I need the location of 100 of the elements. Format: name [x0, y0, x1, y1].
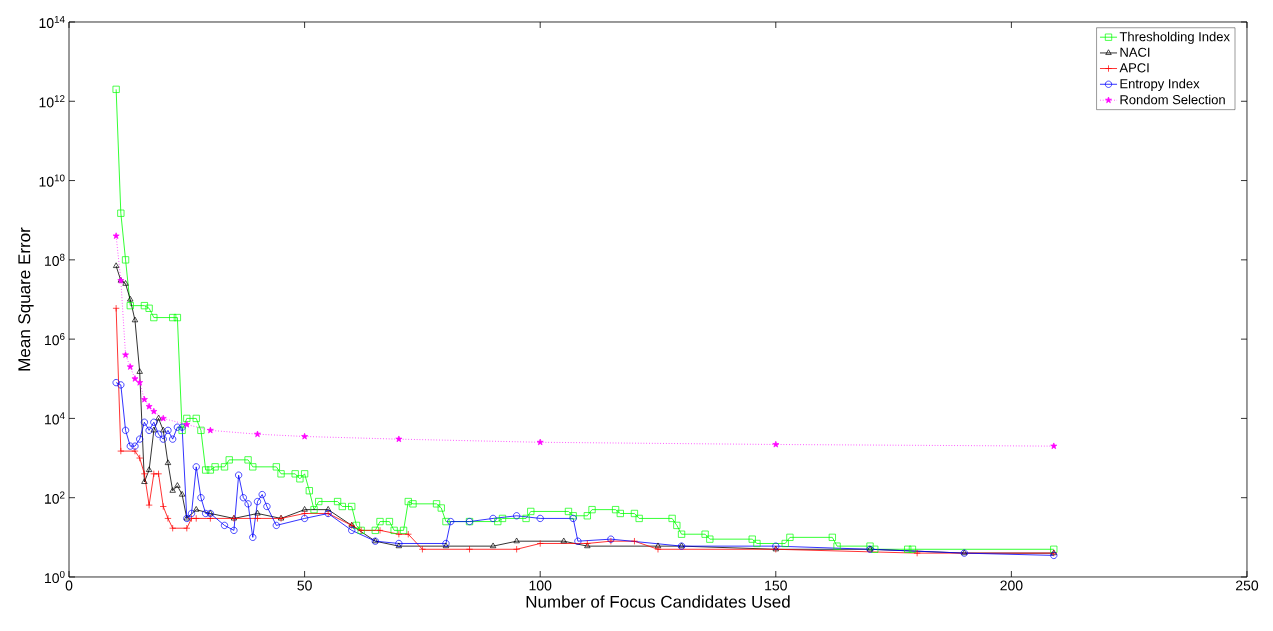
point — [489, 542, 497, 549]
point — [536, 438, 544, 446]
y-axis-title: Mean Square Error — [18, 227, 34, 371]
legend-label: Thresholding Index — [1119, 31, 1230, 44]
point — [263, 502, 271, 511]
point — [301, 514, 309, 522]
point — [159, 435, 167, 443]
point — [150, 426, 157, 433]
y-tick-label: 10$^{4}$ — [45, 412, 65, 425]
point — [150, 407, 158, 415]
point — [113, 262, 120, 268]
point — [560, 537, 567, 544]
point — [131, 316, 139, 323]
point — [136, 368, 143, 374]
point — [131, 442, 139, 450]
legend-label: NACI — [1120, 47, 1150, 57]
x-tick-label: 50 — [297, 580, 312, 591]
point — [465, 545, 474, 553]
point — [192, 463, 200, 471]
point — [418, 545, 426, 553]
point — [253, 514, 262, 522]
point — [145, 501, 153, 509]
point — [630, 537, 638, 545]
point — [122, 351, 129, 358]
point — [150, 418, 158, 426]
point — [574, 537, 582, 545]
point — [159, 414, 167, 422]
point — [395, 530, 403, 538]
point — [220, 521, 229, 529]
point — [244, 500, 252, 508]
point — [202, 509, 210, 518]
point — [192, 514, 200, 522]
legend-label: Rondom Selection — [1120, 94, 1225, 105]
y-tick-label: 10$^{8}$ — [45, 253, 65, 266]
point — [173, 423, 181, 431]
point — [376, 526, 384, 534]
point — [169, 435, 177, 443]
point — [536, 514, 544, 522]
point — [164, 459, 172, 465]
point — [117, 381, 125, 389]
point — [117, 447, 125, 455]
point — [1050, 442, 1058, 450]
legend-label: Entropy Index — [1120, 78, 1200, 91]
point — [160, 426, 167, 433]
point — [126, 442, 134, 450]
point — [513, 512, 521, 520]
point — [112, 379, 120, 387]
point — [913, 549, 921, 557]
point — [325, 506, 332, 512]
point — [155, 414, 162, 421]
point — [178, 491, 186, 497]
y-tick-label: 10$^{2}$ — [45, 491, 65, 504]
point — [197, 494, 205, 502]
x-tick-label: 0 — [65, 580, 73, 591]
y-tick-label: 10$^{0}$ — [45, 570, 65, 584]
point — [140, 470, 148, 478]
point — [164, 426, 172, 434]
x-tick-label: 250 — [1236, 580, 1259, 591]
point — [513, 537, 520, 544]
point — [513, 545, 521, 553]
point — [150, 470, 158, 478]
point — [254, 509, 261, 516]
point — [301, 509, 309, 518]
point — [254, 430, 261, 438]
point — [154, 470, 163, 478]
legend-label: APCI — [1119, 63, 1149, 73]
point — [404, 530, 412, 538]
point — [145, 402, 153, 410]
x-tick-label: 200 — [1000, 580, 1023, 591]
point — [174, 482, 181, 488]
y-tick-label: 10$^{12}$ — [39, 95, 65, 108]
point — [169, 487, 176, 493]
point — [136, 435, 144, 443]
point — [145, 466, 153, 472]
point — [122, 280, 129, 286]
point — [447, 518, 455, 526]
point — [301, 432, 308, 440]
point — [249, 533, 257, 541]
point — [348, 526, 356, 534]
point — [136, 379, 144, 386]
y-tick-label: 10$^{6}$ — [45, 333, 65, 346]
point — [183, 524, 191, 532]
point — [145, 426, 153, 434]
point — [136, 454, 144, 462]
point — [112, 304, 120, 312]
y-tick-label: 10$^{10}$ — [39, 174, 65, 187]
point — [154, 430, 163, 438]
point — [301, 506, 308, 512]
x-axis-title: Number of Focus Candidates Used — [526, 595, 790, 608]
point — [141, 478, 148, 484]
point — [489, 514, 497, 522]
point — [131, 375, 139, 382]
point — [159, 502, 167, 511]
point — [193, 506, 200, 512]
point — [235, 471, 243, 479]
x-tick-label: 100 — [529, 580, 552, 591]
y-tick-label: 10$^{14}$ — [39, 15, 65, 29]
point — [272, 521, 280, 529]
point — [127, 295, 134, 302]
point — [258, 491, 266, 499]
